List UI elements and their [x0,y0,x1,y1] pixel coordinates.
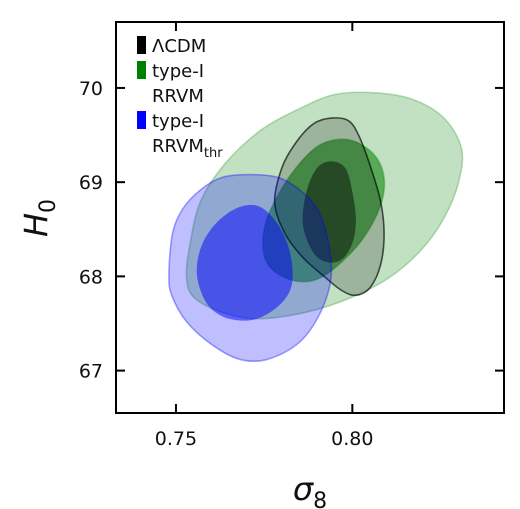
x-tick-label: 0.80 [331,428,373,450]
x-axis-label-subscript: 8 [313,489,327,509]
legend-swatch-1 [137,61,146,79]
legend-label-2: RRVMthr [152,136,223,161]
legend-label-0: ΛCDM [152,36,206,57]
y-axis-label-main: H [17,213,55,237]
contour-layer [168,91,464,363]
legend-label-1: RRVM [152,86,204,107]
x-tick-label: 0.75 [155,428,197,450]
contour-series-2-inner [196,204,293,321]
contour-series-1-inner [302,161,356,263]
x-axis-label-main: σ [293,470,315,508]
legend-swatch-0 [137,36,146,54]
contour-series-1-outer [273,117,385,297]
legend-label-2: type-I [152,111,204,132]
y-axis-label: H0 [17,199,61,237]
y-tick-label: 69 [79,172,103,194]
legend-swatch-2 [137,111,146,129]
plot-frame [115,21,505,414]
y-tick-label: 67 [79,361,103,383]
y-axis-label-subscript: 0 [36,199,61,213]
legend: ΛCDM type-I RRVM type-I RRVMthr [137,36,223,161]
y-tick-label: 68 [79,266,103,288]
x-axis-label: σ8 [293,470,327,509]
axis-ticks: 0.75 0.80 67 68 69 70 [79,22,504,450]
legend-label-1: type-I [152,61,204,82]
y-tick-label: 70 [79,78,103,100]
